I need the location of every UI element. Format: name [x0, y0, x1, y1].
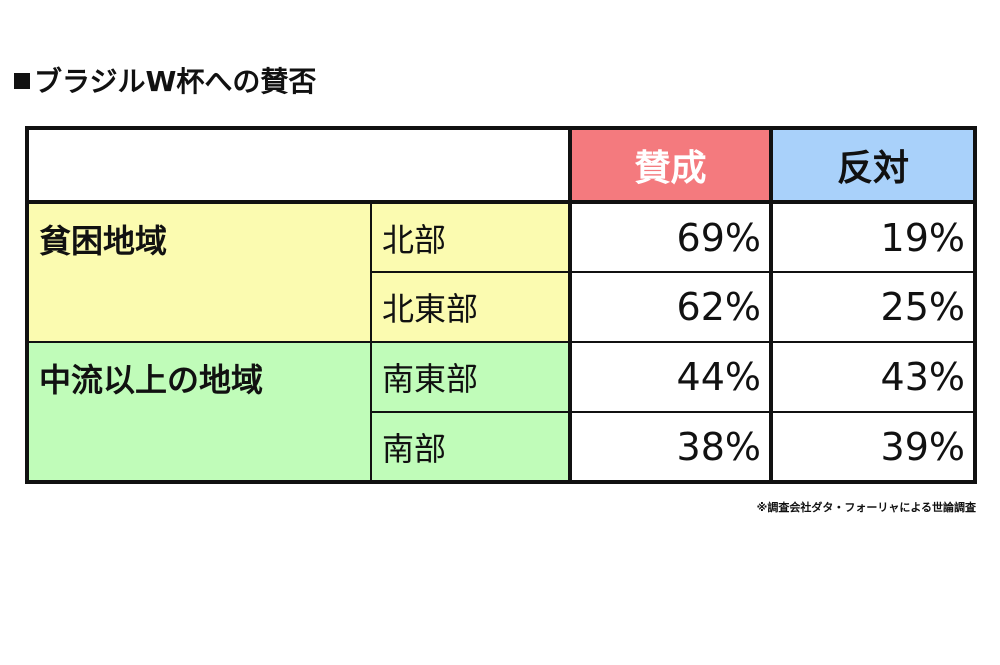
square-bullet-icon: [14, 73, 30, 89]
value-north-yes: 69%: [568, 201, 772, 273]
table-row: 北東部 62% 25%: [27, 271, 976, 343]
row-label-north: 北部: [370, 201, 571, 273]
value-southeast-no: 43%: [769, 341, 976, 413]
value-northeast-yes: 62%: [568, 271, 772, 343]
region-poor: 貧困地域: [26, 201, 372, 343]
table-row: 貧困地域 北部 69% 19%: [26, 201, 976, 343]
row-label-northeast: 北東部: [370, 271, 571, 343]
value-north-no: 19%: [769, 201, 976, 273]
header-row: 賛成 反対: [26, 127, 976, 204]
chart-title-text: ブラジルW杯への賛否: [34, 65, 317, 98]
survey-table: 賛成 反対 貧困地域 北部 69% 19% 北東部 62% 25% 中流以上の地…: [25, 126, 977, 484]
header-yes: 賛成: [568, 127, 772, 204]
value-south-yes: 38%: [568, 411, 772, 483]
value-northeast-no: 25%: [769, 271, 976, 343]
source-note: ※調査会社ダタ・フォーリャによる世論調査: [756, 501, 976, 514]
table-row: 中流以上の地域 南東部 44% 43%: [26, 341, 976, 483]
header-blank-cell: [26, 127, 571, 204]
region-middle: 中流以上の地域: [26, 341, 372, 483]
value-southeast-yes: 44%: [568, 341, 772, 413]
row-label-south: 南部: [370, 411, 571, 483]
header-no: 反対: [769, 127, 976, 204]
row-label-southeast: 南東部: [370, 341, 571, 413]
chart-title: ブラジルW杯への賛否: [14, 60, 316, 100]
table-row: 南部 38% 39%: [27, 411, 976, 483]
value-south-no: 39%: [769, 411, 976, 483]
